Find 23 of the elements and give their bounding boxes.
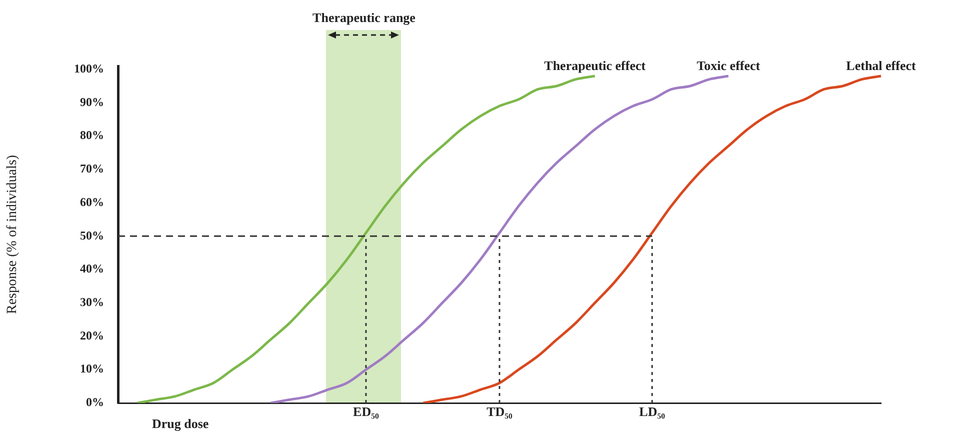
text: Therapeutic range <box>312 10 416 25</box>
y-tick-label: 70% <box>80 162 104 176</box>
y-tick-label: 0% <box>86 395 104 410</box>
x-axis-title: Drug dose <box>152 416 209 431</box>
line-series <box>136 74 596 403</box>
line-series <box>269 74 730 403</box>
y-tick-label: 100% <box>74 61 104 76</box>
y-tick-label: 20% <box>80 328 104 342</box>
series-label: Therapeutic effect <box>544 58 646 74</box>
y-tick-label: 90% <box>80 94 104 109</box>
y-tick-label: 10% <box>80 362 104 376</box>
y-tick-label: 30% <box>80 294 104 309</box>
y-tick-label: 50% <box>80 228 104 242</box>
x-tick-label: ED₅₀ <box>353 404 379 420</box>
y-tick-label: 60% <box>80 194 104 209</box>
x-tick-label: TD₅₀ <box>486 404 513 420</box>
series-label: Lethal effect <box>846 58 916 74</box>
series-label: Toxic effect <box>696 58 761 74</box>
y-tick-label: 80% <box>80 128 104 142</box>
line-series <box>422 74 882 403</box>
y-tick-label: 40% <box>80 262 104 276</box>
y-axis-title: Response (% of individuals) <box>5 154 20 314</box>
x-tick-label: LD₅₀ <box>639 404 666 420</box>
